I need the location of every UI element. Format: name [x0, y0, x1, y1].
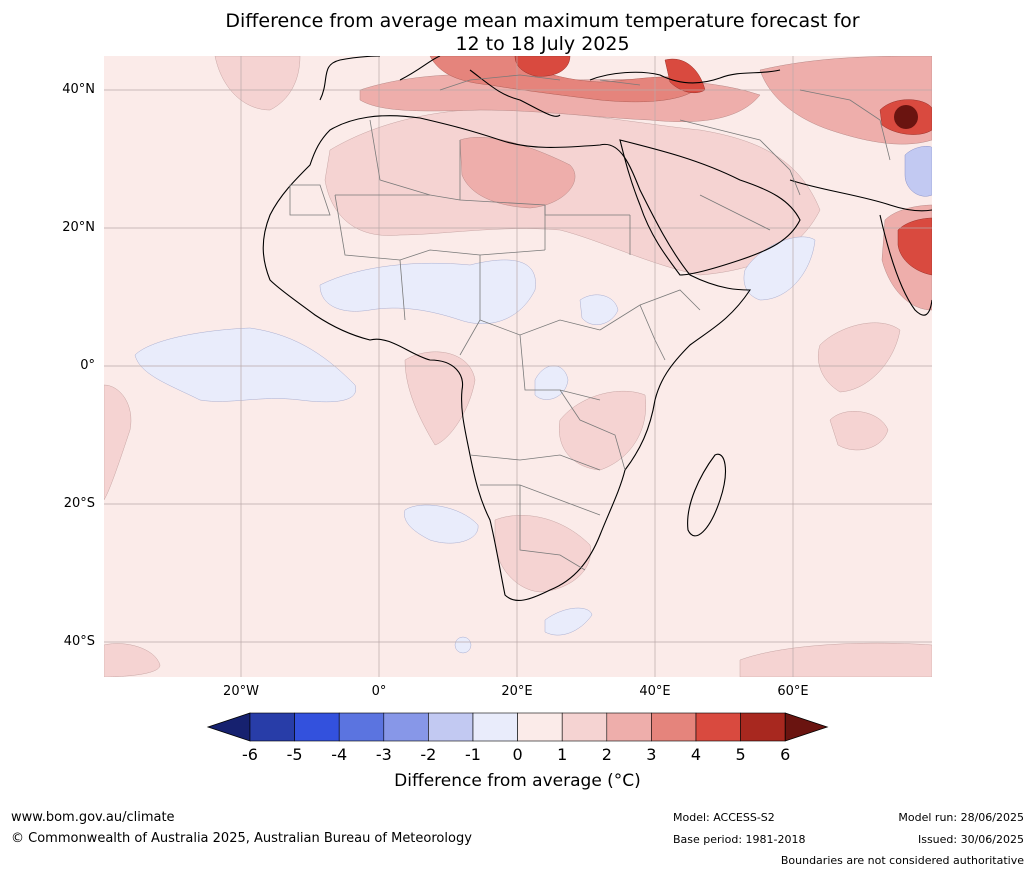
madagascar-coastline [687, 453, 726, 537]
colorbar-tick-label: -5 [286, 745, 303, 764]
colorbar-tick-label: 3 [646, 745, 657, 764]
anomaly-1-2-indian-ocean-south [829, 411, 889, 451]
colorbar-cell [561, 712, 608, 742]
colorbar-cell [338, 712, 385, 742]
graticule [104, 56, 932, 677]
anomaly-negative-iran [904, 146, 932, 197]
chart-title-line-2: 12 to 18 July 2025 [455, 33, 630, 55]
lat-label-20s: 20°S [63, 496, 95, 511]
coastlines [262, 56, 932, 601]
lon-label-0: 0° [371, 684, 387, 699]
colorbar-cell [695, 712, 741, 742]
lon-label-20w: 20°W [223, 684, 259, 699]
lon-label-40e: 40°E [639, 684, 671, 699]
footer-copyright: © Commonwealth of Australia 2025, Austra… [11, 831, 472, 846]
colorbar-tick-label: 2 [601, 745, 612, 764]
colorbar-tick-label: -2 [420, 745, 437, 764]
colorbar-cell [294, 712, 340, 742]
anomaly-negative-small [454, 636, 472, 654]
colorbar-tick-label: -3 [375, 745, 392, 764]
chart-title-line-1: Difference from average mean maximum tem… [225, 10, 860, 32]
africa-coastline [262, 115, 752, 601]
lat-label-40s: 40°S [63, 634, 95, 649]
footer-model-run: Model run: 28/06/2025 [898, 811, 1024, 824]
colorbar-cell [472, 712, 518, 742]
anomaly-1-2-south-africa [494, 515, 591, 593]
colorbar-tick-label: -4 [331, 745, 348, 764]
anomaly-negative-horn [579, 294, 619, 325]
lat-label-40n: 40°N [62, 82, 95, 97]
lon-label-20e: 20°E [501, 684, 533, 699]
anomaly-1-2-southeast [739, 642, 932, 677]
colorbar-tick-label: 5 [735, 745, 746, 764]
colorbar-tick-label: 1 [557, 745, 568, 764]
lon-label-60e: 60°E [777, 684, 809, 699]
anomaly-1-2-east-africa [558, 390, 647, 471]
footer-issued: Issued: 30/06/2025 [917, 833, 1024, 846]
india-coastline [879, 214, 932, 316]
colorbar-extend-high [784, 712, 829, 742]
country-borders [289, 74, 891, 571]
arabia-coastline [619, 139, 801, 276]
colorbar-extend-low [206, 712, 251, 742]
anomaly-1-2-indian-ocean [817, 322, 901, 393]
footer-base-period: Base period: 1981-2018 [673, 833, 806, 846]
colorbar-tick-label: 4 [690, 745, 702, 764]
anomaly-1-2-gulf-guinea [404, 351, 476, 446]
anomaly-2-3-egypt-libya [459, 137, 576, 209]
lat-label-20n: 20°N [62, 220, 95, 235]
anomaly-1-2-iberia [214, 56, 301, 111]
anomaly-negative-atlantic-eq [134, 327, 356, 403]
colorbar-label: Difference from average (°C) [394, 771, 641, 791]
anomaly-negative-sahel [319, 259, 536, 324]
colorbar-cell [740, 712, 786, 742]
colorbar-tick-label: -1 [465, 745, 481, 764]
anomaly-negative-cape [544, 607, 593, 636]
anomaly-4-5-india [897, 217, 932, 276]
colorbar-cell [383, 712, 429, 742]
colorbar-cell [428, 712, 474, 742]
colorbar-cell [517, 712, 563, 742]
lat-label-equator: 0° [80, 358, 95, 373]
anomaly-1-2-southwest [104, 643, 161, 677]
iran-coastline [789, 179, 932, 212]
anomaly-negative-congo [534, 365, 569, 400]
colorbar-tick-label: 6 [780, 745, 791, 764]
europe-coastline [319, 56, 781, 117]
colorbar-tick-label: -6 [242, 745, 258, 764]
colorbar-tick-label: 0 [512, 745, 523, 764]
colorbar-cell [606, 712, 652, 742]
anomaly-hotspot-pakistan-core [894, 105, 918, 129]
colorbar-cell [249, 712, 295, 742]
footer-disclaimer: Boundaries are not considered authoritat… [780, 854, 1024, 867]
anomaly-1-2-west-atlantic [104, 384, 132, 501]
footer-model: Model: ACCESS-S2 [673, 811, 775, 824]
footer-website[interactable]: www.bom.gov.au/climate [11, 810, 175, 825]
colorbar-cell [651, 712, 697, 742]
anomaly-negative-south-atlantic [404, 504, 479, 544]
